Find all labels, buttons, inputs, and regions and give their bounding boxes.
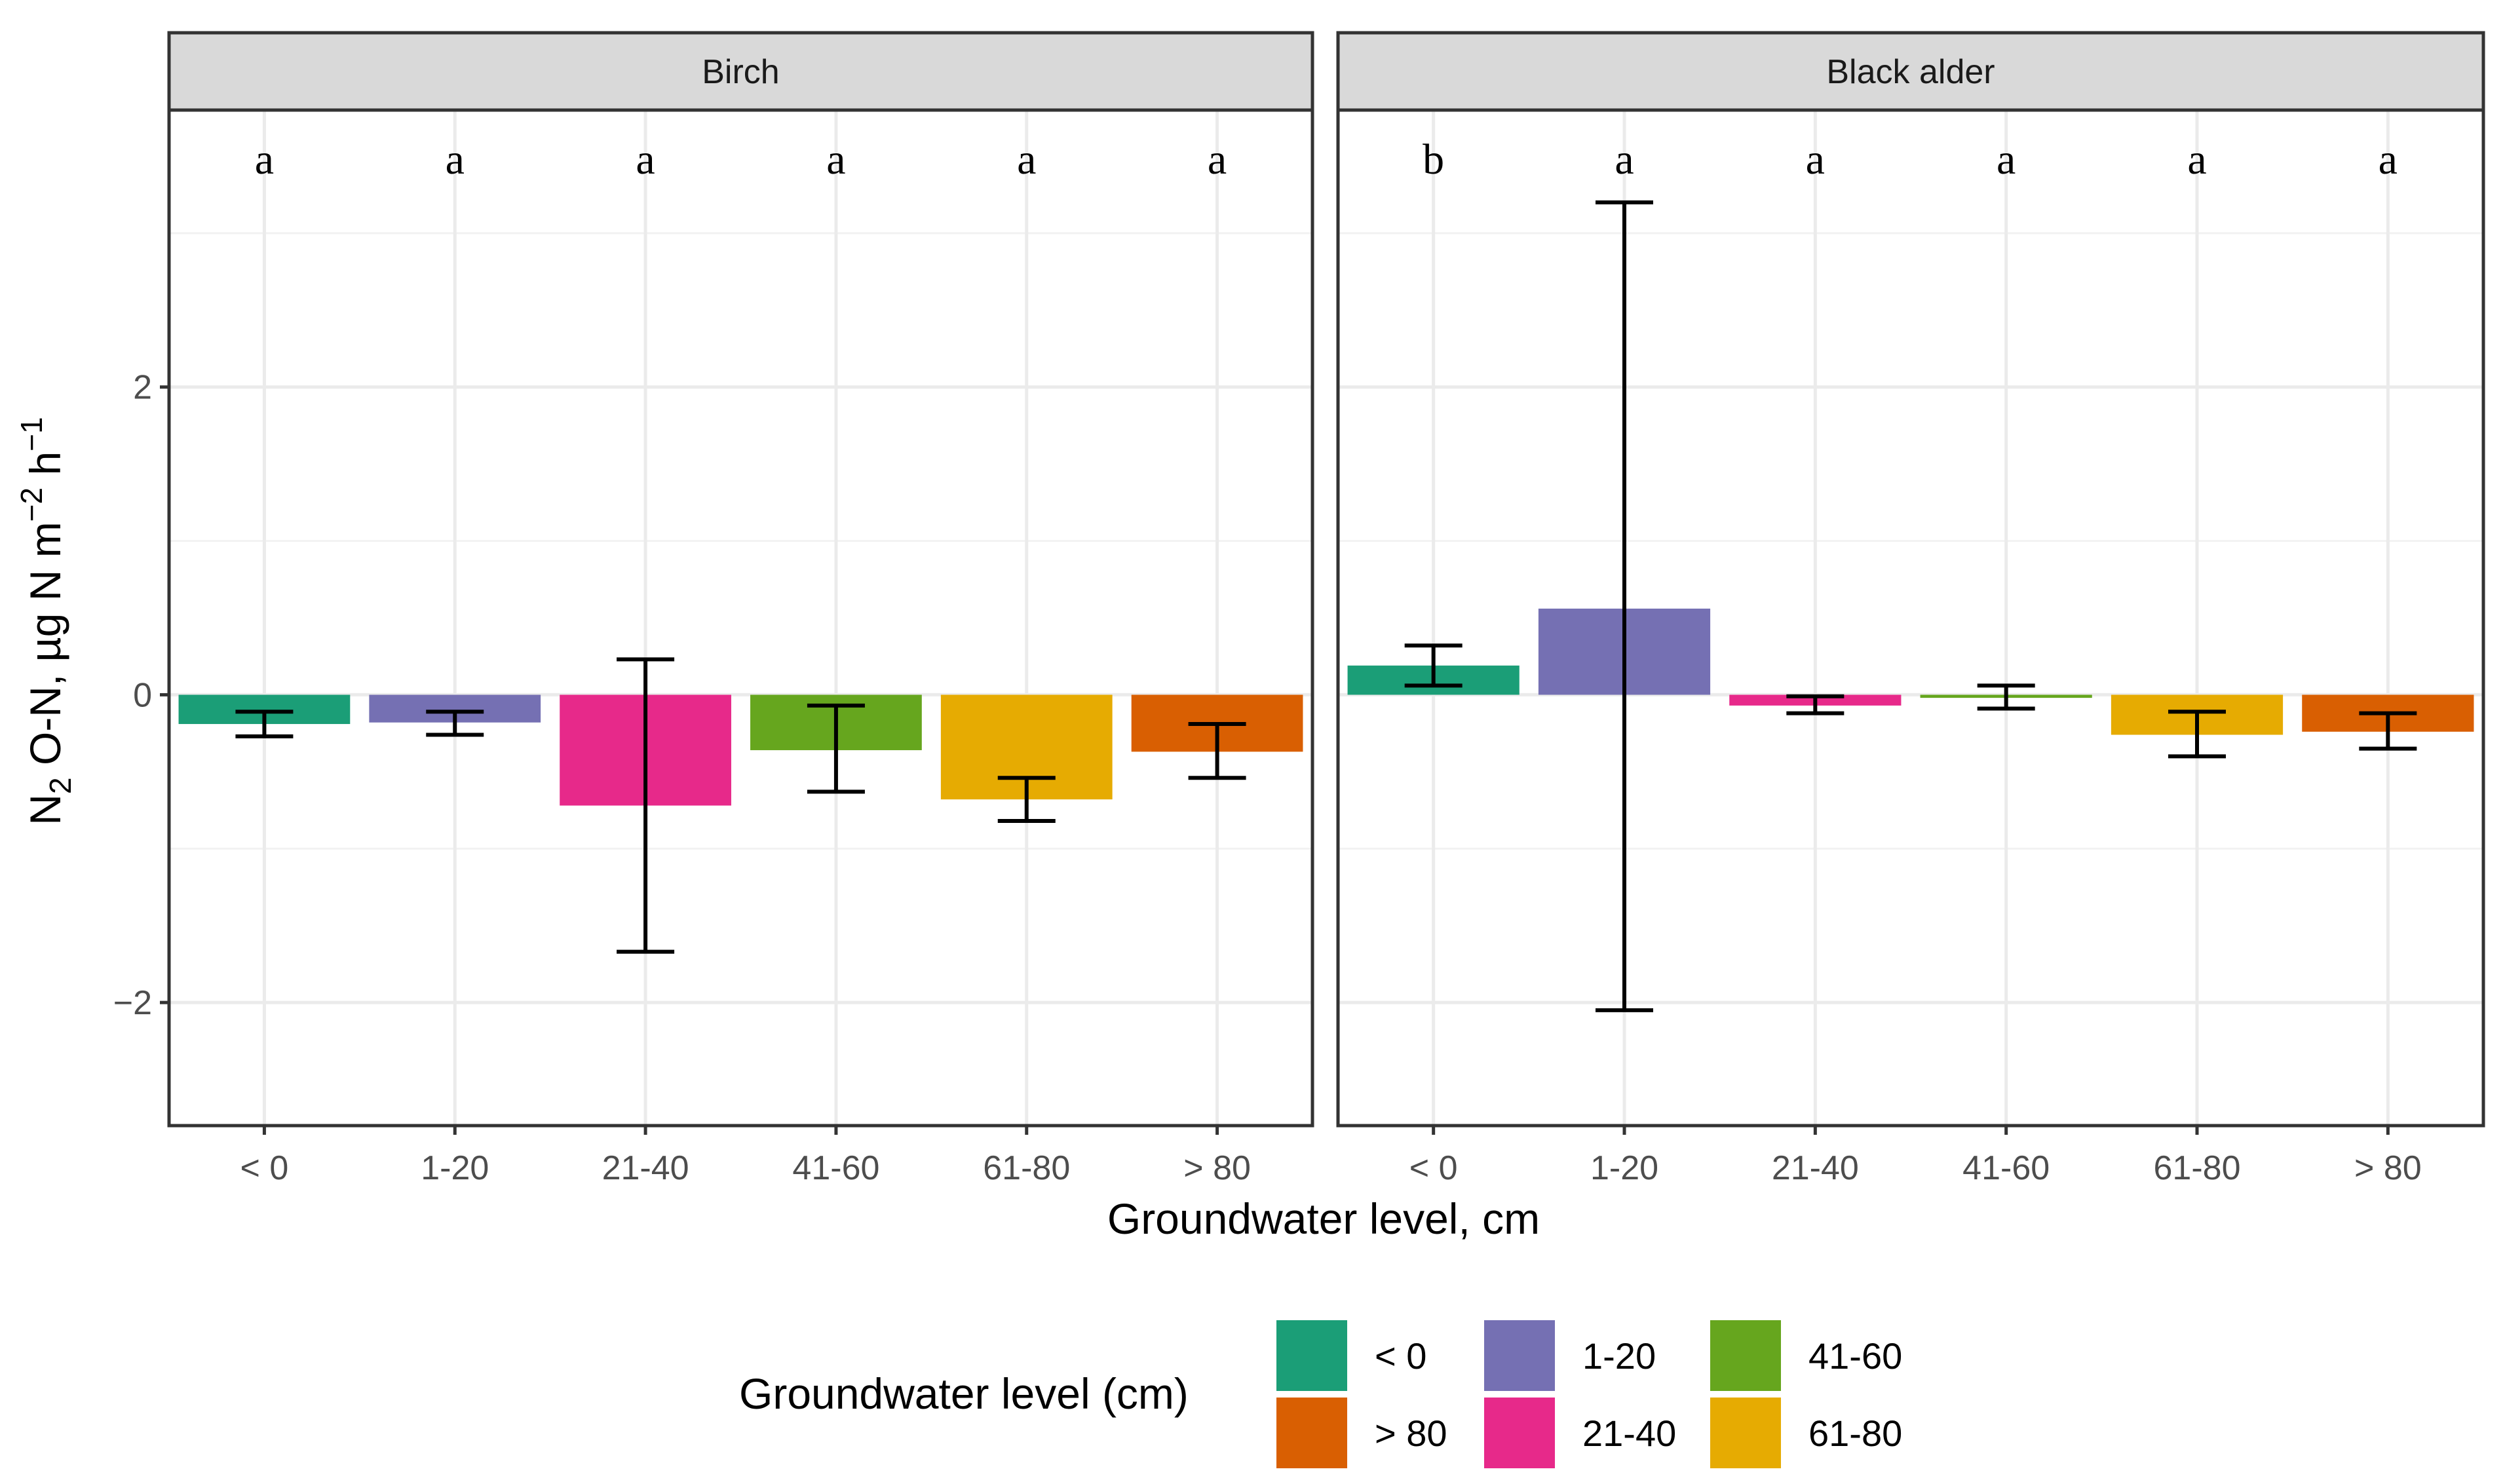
legend: Groundwater level (cm) < 0 1-20 41-60 > 80 21… <box>739 1320 1902 1468</box>
x-tick-label: 61-80 <box>2154 1149 2241 1187</box>
error-bar <box>2168 710 2226 759</box>
error-bar <box>997 776 1056 823</box>
error-bar <box>1404 643 1463 688</box>
legend-label: 1-20 <box>1582 1335 1656 1377</box>
x-tick-label: > 80 <box>2354 1149 2422 1187</box>
x-tick-label: 61-80 <box>983 1149 1070 1187</box>
significance-letter: a <box>2187 136 2206 183</box>
x-axis-title: Groundwater level, cm <box>1107 1194 1540 1243</box>
error-bar <box>1786 694 1845 715</box>
legend-title: Groundwater level (cm) <box>739 1369 1189 1418</box>
legend-item: 21-40 <box>1484 1398 1676 1468</box>
x-tick-label: > 80 <box>1183 1149 1251 1187</box>
y-axis-title: N2 O-N, µg N m−2 h−1 <box>14 417 77 825</box>
significance-letter: a <box>1997 136 2016 183</box>
legend-item: 1-20 <box>1484 1320 1656 1391</box>
x-tick-label: 21-40 <box>602 1149 689 1187</box>
error-bar <box>1977 683 2035 711</box>
legend-key <box>1484 1398 1555 1468</box>
legend-item: > 80 <box>1276 1398 1447 1468</box>
legend-key <box>1710 1398 1781 1468</box>
legend-key <box>1276 1398 1347 1468</box>
legend-item: 41-60 <box>1710 1320 1902 1391</box>
panel-1: b a a a a a Black alder < 0 1-20 21-40 41-60 61-80 >… <box>1336 31 2485 1187</box>
legend-label: 41-60 <box>1808 1335 1902 1377</box>
significance-letter: a <box>1017 136 1036 183</box>
facet-strip-label: Birch <box>702 53 779 91</box>
x-tick-label: 41-60 <box>792 1149 879 1187</box>
x-tick-label: 1-20 <box>421 1149 489 1187</box>
y-title-part: O-N, µg N m <box>21 522 69 777</box>
error-bar <box>426 710 484 737</box>
y-title-superscript: −2 <box>14 487 48 522</box>
error-bar <box>1188 722 1246 780</box>
significance-letter: b <box>1423 136 1444 183</box>
significance-letter: a <box>1208 136 1227 183</box>
significance-letter: a <box>2379 136 2398 183</box>
error-bar <box>807 703 865 794</box>
error-bar <box>235 710 294 738</box>
error-bar <box>617 657 675 954</box>
panel-background <box>1338 110 2483 1126</box>
legend-label: < 0 <box>1375 1335 1426 1377</box>
y-title-part: N <box>21 794 69 826</box>
panel-0: a a a a a a Birch < 0 1-20 21-40 41-60 61-80 > 80 <box>167 31 1314 1187</box>
legend-item: < 0 <box>1276 1320 1426 1391</box>
x-tick-label: < 0 <box>240 1149 289 1187</box>
x-tick-label: 21-40 <box>1772 1149 1859 1187</box>
legend-label: 61-80 <box>1808 1413 1902 1454</box>
legend-key <box>1710 1320 1781 1391</box>
y-axis: −2 0 2 <box>113 369 169 1022</box>
significance-letter: a <box>1615 136 1634 183</box>
legend-key <box>1276 1320 1347 1391</box>
y-title-superscript: −1 <box>14 417 48 451</box>
legend-key <box>1484 1320 1555 1391</box>
legend-item: 61-80 <box>1710 1398 1902 1468</box>
y-title-subscript: 2 <box>43 777 77 794</box>
significance-letter: a <box>446 136 465 183</box>
y-title-part: h <box>21 451 69 487</box>
x-tick-label: < 0 <box>1409 1149 1458 1187</box>
facet-strip <box>167 31 1314 112</box>
panel-background <box>169 110 1312 1126</box>
facet-strip <box>1336 31 2485 112</box>
error-bar <box>1596 200 1653 1012</box>
significance-letter: a <box>826 136 845 183</box>
y-tick-label: 2 <box>133 369 152 407</box>
y-tick-label: 0 <box>133 676 152 714</box>
significance-letter: a <box>636 136 655 183</box>
legend-label: > 80 <box>1375 1413 1447 1454</box>
y-tick-label: −2 <box>113 984 152 1022</box>
legend-label: 21-40 <box>1582 1413 1676 1454</box>
significance-letter: a <box>255 136 274 183</box>
x-tick-label: 41-60 <box>1962 1149 2050 1187</box>
x-tick-label: 1-20 <box>1590 1149 1658 1187</box>
facet-strip-label: Black alder <box>1826 53 1995 91</box>
significance-letter: a <box>1806 136 1825 183</box>
error-bar <box>2359 711 2417 751</box>
